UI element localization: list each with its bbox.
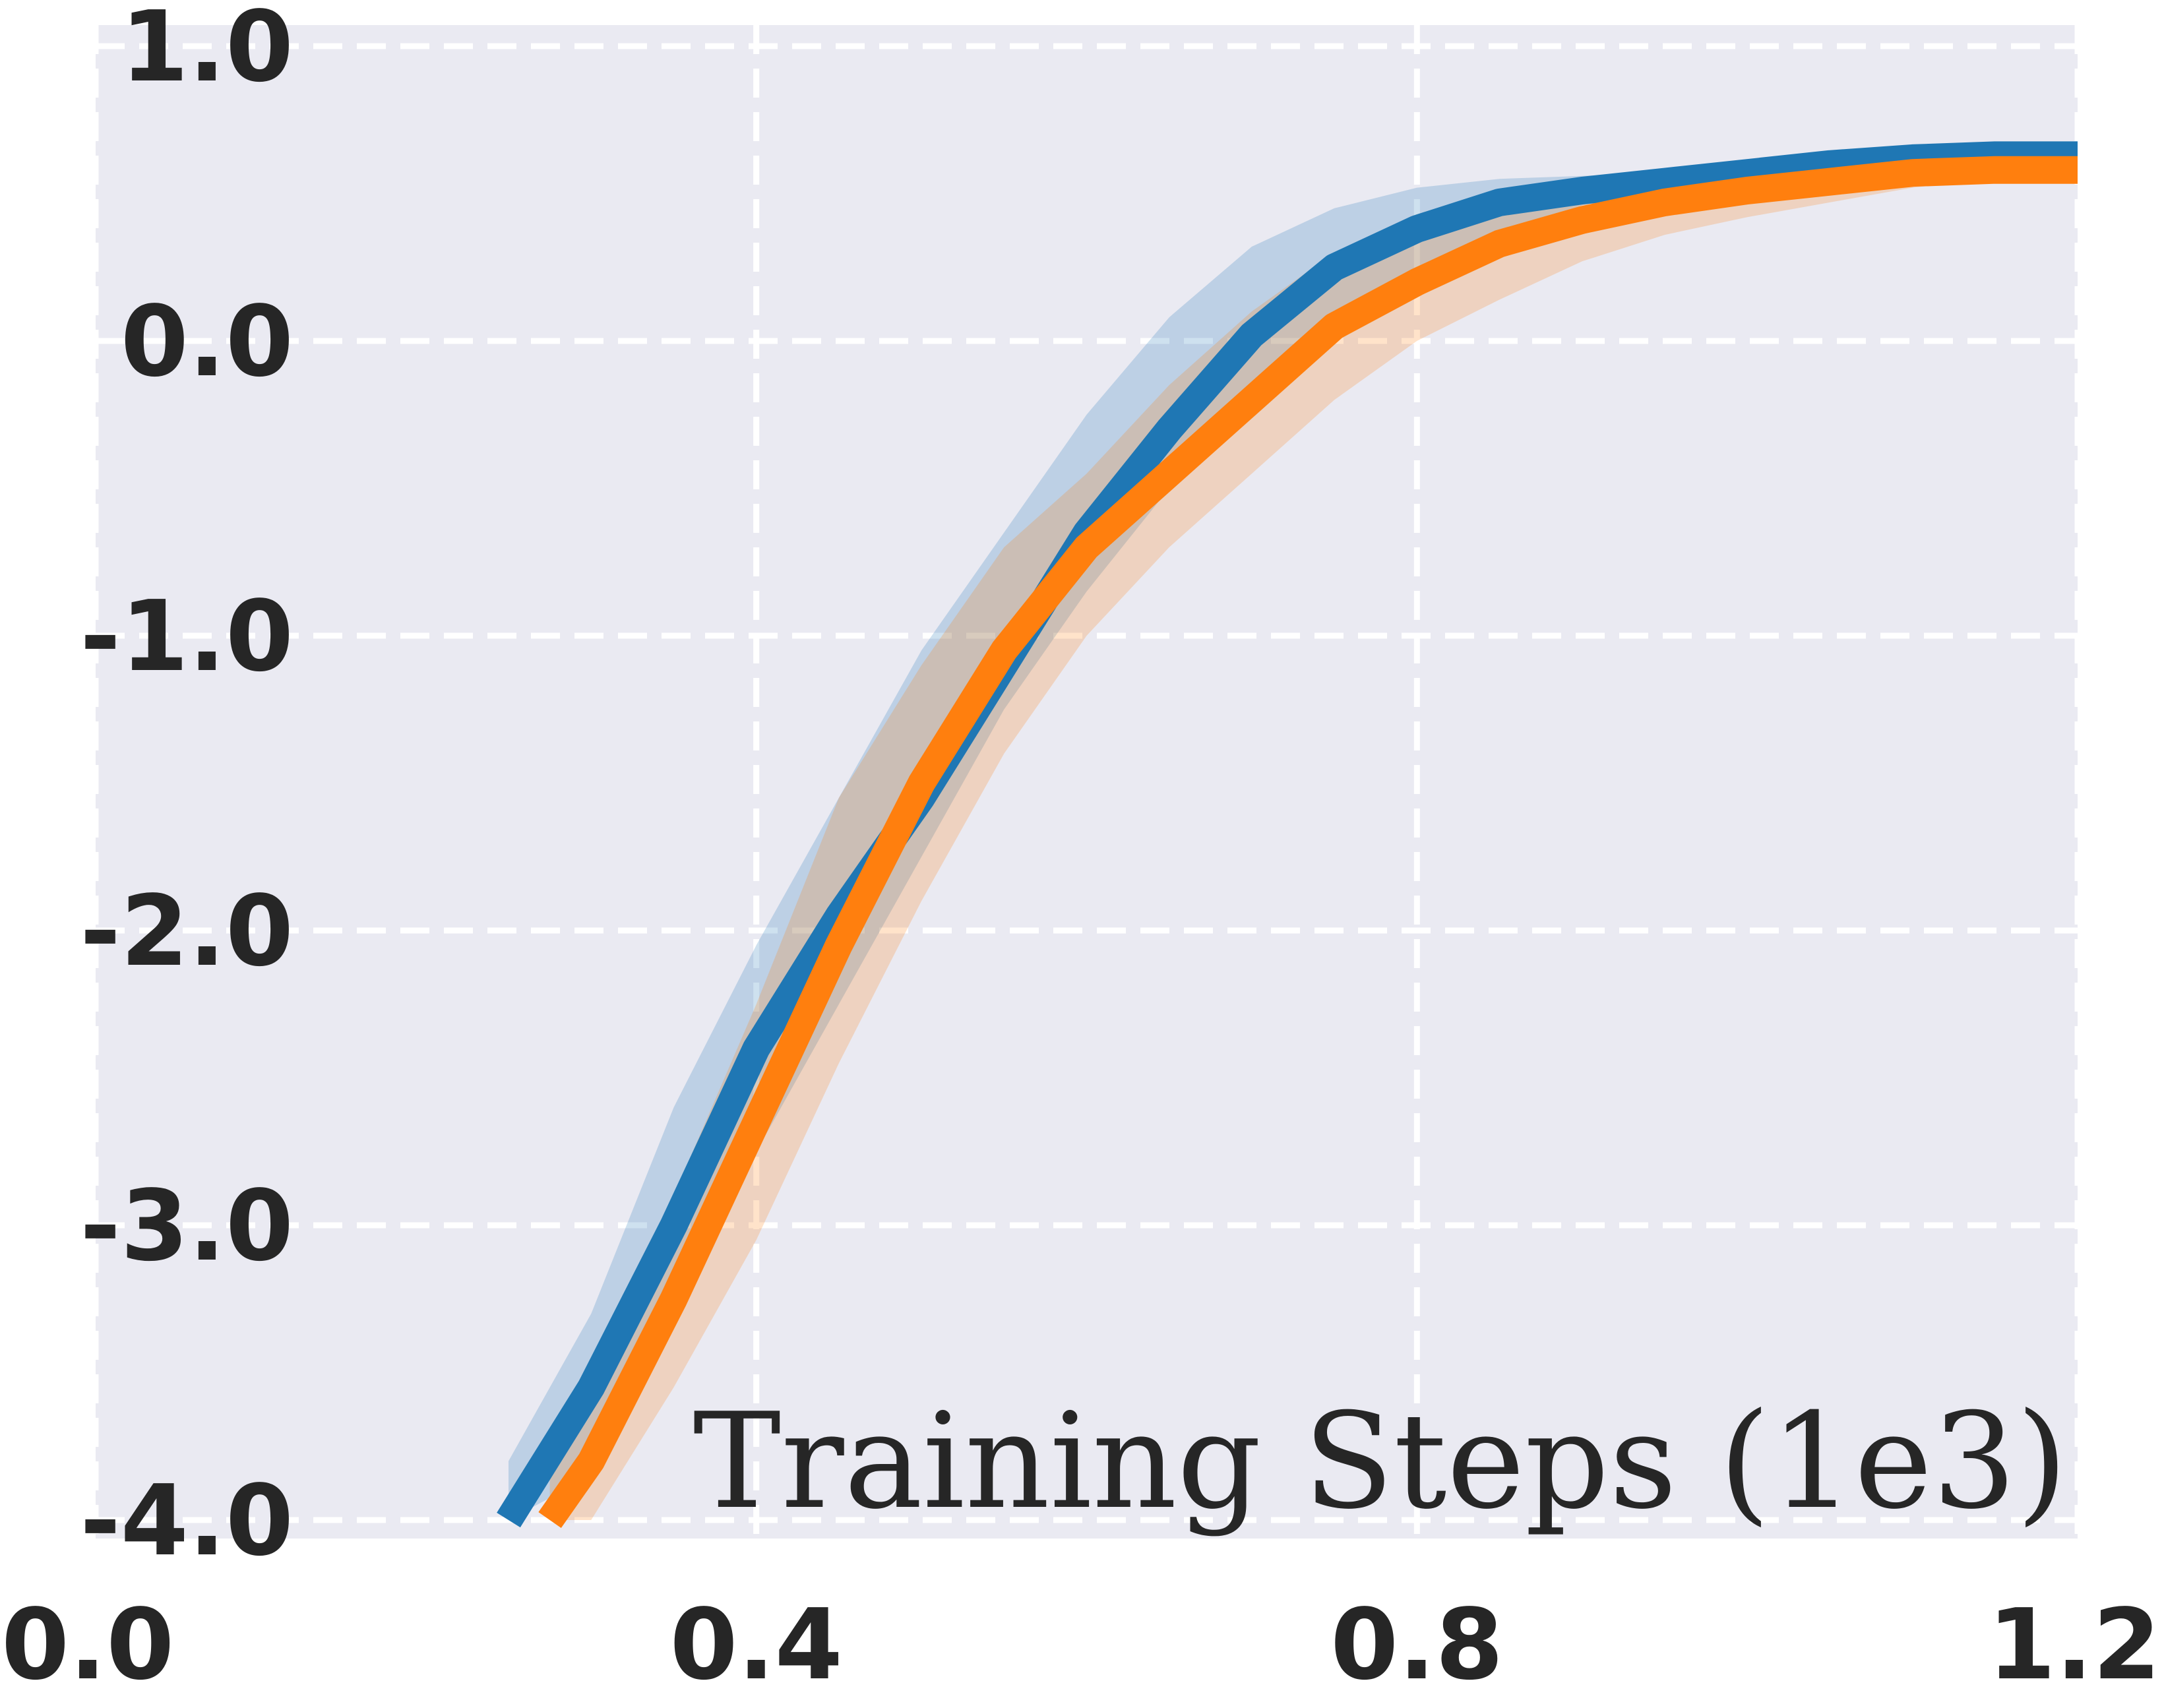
series-lines xyxy=(497,141,2078,1529)
y-tick-labels: 1.0 0.0 -1.0 -2.0 -3.0 -4.0 xyxy=(80,0,294,1577)
plot-background xyxy=(96,25,2078,1539)
series-1-line xyxy=(497,141,2078,1528)
y-tick-label: -1.0 xyxy=(80,580,294,693)
confidence-bands xyxy=(509,152,2078,1521)
y-tick-label: 1.0 xyxy=(121,0,294,104)
y-tick-label: 0.0 xyxy=(121,285,294,398)
y-tick-label: -2.0 xyxy=(80,874,294,988)
x-tick-label: 1.2 xyxy=(1988,1588,2161,1701)
series-2-line xyxy=(538,156,2078,1529)
x-axis-title: Training Steps (1e3) xyxy=(693,1385,2068,1539)
x-tick-labels: 0.0 0.4 0.8 1.2 xyxy=(1,1588,2161,1701)
x-tick-label: 0.0 xyxy=(1,1588,174,1701)
y-tick-label: -3.0 xyxy=(80,1169,294,1283)
y-tick-label: -4.0 xyxy=(80,1464,294,1577)
x-tick-label: 0.8 xyxy=(1330,1588,1503,1701)
series-1-band xyxy=(509,152,2078,1521)
x-tick-label: 0.4 xyxy=(670,1588,843,1701)
grid-lines xyxy=(92,25,2081,1539)
series-2-band xyxy=(549,164,2078,1520)
